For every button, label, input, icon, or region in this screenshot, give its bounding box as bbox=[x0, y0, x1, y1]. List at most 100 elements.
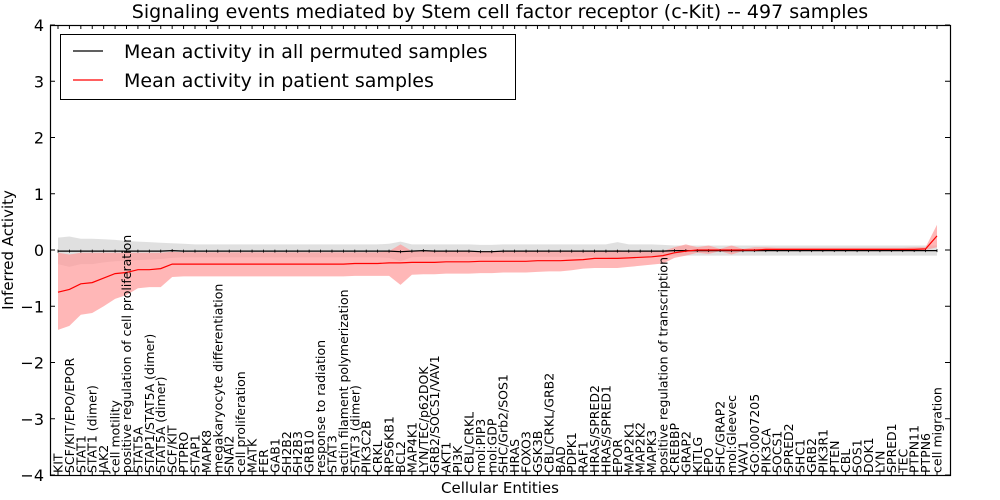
y-tick-label: 2 bbox=[34, 129, 44, 148]
x-tick-label: cell proliferation bbox=[233, 371, 248, 473]
x-tick-label: LYN bbox=[872, 451, 887, 473]
x-tick-label: actin filament polymerization bbox=[336, 289, 351, 473]
x-tick-label: SOS1 bbox=[850, 439, 865, 473]
series-lines bbox=[57, 235, 938, 293]
x-tick-label: HRAS/SPRED2 bbox=[587, 385, 602, 473]
x-tick-label: SHC/GRAP2 bbox=[713, 401, 728, 473]
x-tick-label: SH2B2 bbox=[279, 431, 294, 473]
x-tick-label: GRB2 bbox=[804, 438, 819, 473]
x-tick-label: SOCS1 bbox=[770, 431, 785, 473]
x-tick-label: positive regulation of transcription bbox=[656, 257, 671, 473]
x-tick-label: MAPK8 bbox=[199, 430, 214, 473]
x-tick-label: LYN/TEC/p62DOK bbox=[416, 366, 431, 473]
confidence-bands bbox=[58, 224, 937, 330]
x-tick-label: STAP1 bbox=[188, 434, 203, 473]
x-tick-label: SCF/KIT/EPO/EPOR bbox=[62, 357, 77, 473]
x-tick-label: positive regulation of cell proliferatio… bbox=[119, 235, 134, 473]
x-tick-label: RAF1 bbox=[576, 441, 591, 473]
x-tick-label: SCF/KIT bbox=[165, 425, 180, 473]
x-tick-label: KIT bbox=[51, 453, 66, 473]
x-tick-label: megakaryocyte differentiation bbox=[210, 284, 225, 473]
legend-label-patient: Mean activity in patient samples bbox=[124, 70, 434, 92]
x-tick-label: PTPRO bbox=[176, 432, 191, 473]
x-tick-label: PTPN11 bbox=[907, 425, 922, 473]
x-tick-label: EPO bbox=[701, 448, 716, 473]
x-axis-label: Cellular Entities bbox=[441, 479, 559, 497]
x-tick-label: GRAP2 bbox=[678, 431, 693, 473]
x-tick-label: STAP1/STAT5A (dimer) bbox=[142, 334, 157, 473]
line-permuted bbox=[58, 249, 937, 253]
x-tick-label: mol:PIP3 bbox=[473, 419, 488, 473]
x-tick-label: MAP4K1 bbox=[404, 422, 419, 473]
x-tick-label: BAD bbox=[553, 446, 568, 473]
x-tick-label: STAT3 bbox=[325, 435, 340, 473]
chart-title: Signaling events mediated by Stem cell f… bbox=[132, 1, 868, 23]
x-tick-label: GO:0007205 bbox=[747, 394, 762, 473]
x-tick-label: GRB2/SOCS1/VAV1 bbox=[427, 355, 442, 473]
x-tick-label: GSK3B bbox=[530, 431, 545, 473]
x-tick-label: PIK3CA bbox=[758, 428, 773, 473]
y-tick-label: 4 bbox=[34, 16, 44, 35]
x-tick-label: EPOR bbox=[610, 439, 625, 473]
x-tick-label: CREBBP bbox=[667, 423, 682, 473]
y-tick-label: 1 bbox=[34, 185, 44, 204]
x-tick-label: GRB10 bbox=[302, 430, 317, 473]
x-tick-label: STAT3 (dimer) bbox=[347, 385, 362, 473]
x-tick-label: SHC/Grb2/SOS1 bbox=[496, 374, 511, 473]
x-tick-label: STAT1 bbox=[73, 435, 88, 473]
x-tick-label: CBL bbox=[838, 449, 853, 473]
x-tick-label: SHC1 bbox=[793, 439, 808, 473]
x-tick-label: PDPK1 bbox=[564, 432, 579, 473]
x-tick-label: HRAS/SPRED1 bbox=[598, 385, 613, 473]
x-tick-label: BCL2 bbox=[393, 441, 408, 473]
x-tick-label: VAV1 bbox=[735, 441, 750, 473]
x-tick-label: AKT1 bbox=[439, 442, 454, 473]
x-tick-label: MAP2K2 bbox=[633, 422, 648, 473]
line-patient bbox=[57, 235, 938, 293]
y-tick-label: 3 bbox=[34, 72, 44, 91]
x-tick-label: CRKL bbox=[370, 440, 385, 473]
y-tick-label: −2 bbox=[20, 354, 44, 373]
x-tick-label: CBL/CRKL bbox=[462, 412, 477, 473]
band-patient bbox=[58, 224, 937, 330]
y-tick-label: 0 bbox=[34, 241, 44, 260]
x-tick-label: PIK3R1 bbox=[815, 429, 830, 473]
x-tick-label: PIK3C2B bbox=[359, 420, 374, 473]
x-tick-label: HRAS bbox=[507, 439, 522, 473]
legend: Mean activity in all permuted samples Me… bbox=[60, 34, 516, 100]
x-tick-label: STAT1 (dimer) bbox=[85, 385, 100, 473]
x-tick-label: MAP2K1 bbox=[621, 422, 636, 473]
x-tick-label: RPS6KB1 bbox=[382, 416, 397, 473]
x-tick-label: DOK1 bbox=[861, 437, 876, 473]
x-tick-label: cell migration bbox=[930, 387, 945, 473]
x-tick-label: SH2B3 bbox=[290, 431, 305, 473]
x-tick-label: PTEN bbox=[827, 441, 842, 473]
x-tick-label: STAT5A (dimer) bbox=[153, 377, 168, 473]
x-tick-label: response to radiation bbox=[313, 340, 328, 473]
x-tick-label: KITLG bbox=[690, 437, 705, 473]
x-tick-label: MAPK3 bbox=[644, 430, 659, 473]
x-tick-label: GAB1 bbox=[267, 438, 282, 473]
x-tick-label: SNAI2 bbox=[222, 436, 237, 473]
x-tick-label: FER bbox=[256, 449, 271, 473]
x-tick-label: cell motility bbox=[108, 399, 123, 473]
x-tick-label: mol:Gleevec bbox=[724, 395, 739, 473]
x-tick-label: JAK2 bbox=[96, 445, 111, 474]
x-tick-label: CBL/CRKL/GRB2 bbox=[541, 373, 556, 473]
x-tick-label: MATK bbox=[245, 438, 260, 473]
x-tick-label: PTPN6 bbox=[918, 433, 933, 473]
y-tick-label: −3 bbox=[20, 410, 44, 429]
y-tick-label: −1 bbox=[20, 297, 44, 316]
x-tick-label: FOXO3 bbox=[519, 431, 534, 473]
legend-box bbox=[60, 34, 516, 100]
x-tick-label: TEC bbox=[895, 448, 910, 474]
x-tick-label: SPRED2 bbox=[781, 423, 796, 473]
x-tick-label: PI3K bbox=[450, 445, 465, 473]
y-axis-label: Inferred Activity bbox=[0, 190, 17, 310]
y-axis: −4 −3 −2 −1 0 1 2 3 4 bbox=[20, 16, 950, 485]
x-tick-label: mol:GDP bbox=[484, 418, 499, 473]
legend-label-permuted: Mean activity in all permuted samples bbox=[124, 41, 487, 63]
y-tick-label: −4 bbox=[20, 466, 44, 485]
